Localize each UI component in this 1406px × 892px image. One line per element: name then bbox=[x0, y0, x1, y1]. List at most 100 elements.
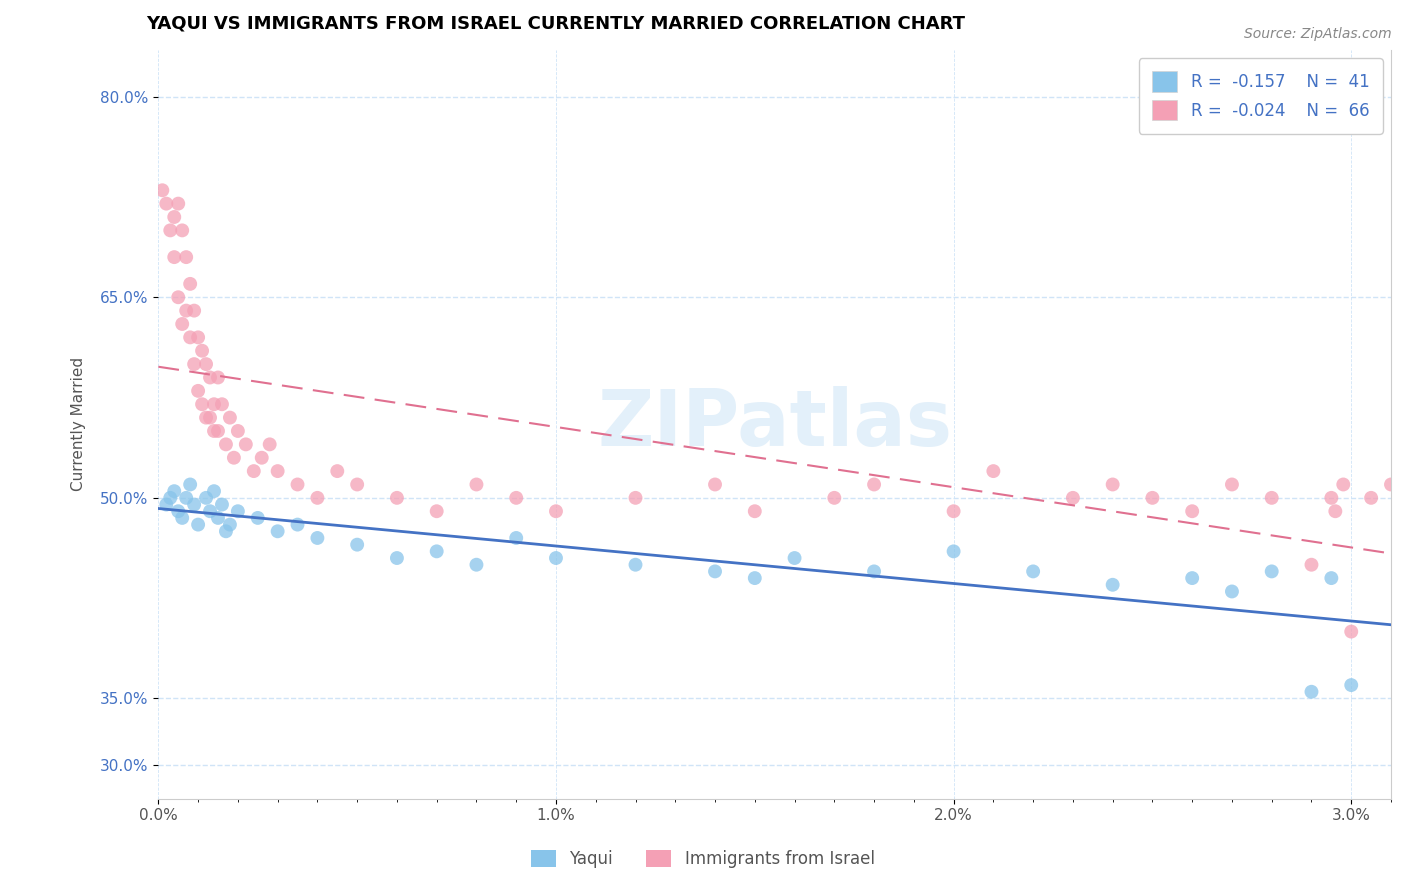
Point bbox=[1220, 584, 1243, 599]
Point bbox=[1320, 571, 1343, 585]
Point bbox=[1260, 565, 1282, 579]
Legend: R =  -0.157    N =  41, R =  -0.024    N =  66: R = -0.157 N = 41, R = -0.024 N = 66 bbox=[1139, 58, 1382, 134]
Point bbox=[172, 223, 194, 237]
Point bbox=[198, 410, 221, 425]
Point bbox=[250, 450, 273, 465]
Point bbox=[191, 397, 214, 411]
Point bbox=[207, 511, 229, 525]
Point bbox=[215, 437, 238, 451]
Point bbox=[198, 370, 221, 384]
Point bbox=[191, 343, 214, 358]
Point bbox=[163, 484, 186, 499]
Point bbox=[202, 484, 225, 499]
Point bbox=[155, 498, 177, 512]
Point bbox=[783, 551, 806, 566]
Point bbox=[346, 538, 368, 552]
Point bbox=[195, 491, 218, 505]
Point bbox=[1181, 571, 1204, 585]
Point bbox=[179, 477, 201, 491]
Point bbox=[259, 437, 281, 451]
Point bbox=[219, 517, 242, 532]
Point bbox=[704, 565, 727, 579]
Point bbox=[172, 511, 194, 525]
Point bbox=[385, 551, 408, 566]
Point bbox=[187, 330, 209, 344]
Point bbox=[823, 491, 845, 505]
Y-axis label: Currently Married: Currently Married bbox=[72, 357, 86, 491]
Point bbox=[1379, 477, 1402, 491]
Point bbox=[1340, 624, 1362, 639]
Text: YAQUI VS IMMIGRANTS FROM ISRAEL CURRENTLY MARRIED CORRELATION CHART: YAQUI VS IMMIGRANTS FROM ISRAEL CURRENTL… bbox=[146, 15, 965, 33]
Point bbox=[465, 477, 488, 491]
Point bbox=[1260, 491, 1282, 505]
Point bbox=[287, 477, 309, 491]
Text: ZIPatlas: ZIPatlas bbox=[598, 386, 952, 462]
Point bbox=[172, 317, 194, 331]
Point bbox=[385, 491, 408, 505]
Point bbox=[207, 370, 229, 384]
Point bbox=[246, 511, 269, 525]
Point bbox=[744, 571, 766, 585]
Point bbox=[215, 524, 238, 539]
Point bbox=[307, 531, 329, 545]
Point bbox=[624, 491, 647, 505]
Point bbox=[150, 183, 173, 197]
Point bbox=[1360, 491, 1382, 505]
Point bbox=[174, 250, 197, 264]
Point bbox=[211, 498, 233, 512]
Point bbox=[1181, 504, 1204, 518]
Point bbox=[266, 524, 288, 539]
Point bbox=[704, 477, 727, 491]
Point bbox=[163, 210, 186, 224]
Point bbox=[167, 290, 190, 304]
Point bbox=[183, 357, 205, 371]
Point bbox=[942, 504, 965, 518]
Point bbox=[226, 424, 249, 438]
Point bbox=[1324, 504, 1347, 518]
Point bbox=[211, 397, 233, 411]
Point bbox=[426, 504, 449, 518]
Point bbox=[187, 384, 209, 398]
Point bbox=[183, 303, 205, 318]
Point bbox=[465, 558, 488, 572]
Point bbox=[505, 531, 527, 545]
Point bbox=[159, 223, 181, 237]
Point bbox=[202, 424, 225, 438]
Point bbox=[1301, 558, 1323, 572]
Point bbox=[266, 464, 288, 478]
Text: Source: ZipAtlas.com: Source: ZipAtlas.com bbox=[1244, 27, 1392, 41]
Point bbox=[1220, 477, 1243, 491]
Point bbox=[1331, 477, 1354, 491]
Point bbox=[863, 477, 886, 491]
Point bbox=[167, 196, 190, 211]
Point bbox=[202, 397, 225, 411]
Point bbox=[195, 357, 218, 371]
Point bbox=[235, 437, 257, 451]
Point bbox=[222, 450, 245, 465]
Point bbox=[544, 504, 567, 518]
Point bbox=[155, 196, 177, 211]
Point bbox=[207, 424, 229, 438]
Point bbox=[863, 565, 886, 579]
Legend: Yaqui, Immigrants from Israel: Yaqui, Immigrants from Israel bbox=[524, 843, 882, 875]
Point bbox=[307, 491, 329, 505]
Point bbox=[187, 517, 209, 532]
Point bbox=[179, 277, 201, 291]
Point bbox=[1101, 578, 1123, 592]
Point bbox=[983, 464, 1005, 478]
Point bbox=[198, 504, 221, 518]
Point bbox=[183, 498, 205, 512]
Point bbox=[624, 558, 647, 572]
Point bbox=[174, 303, 197, 318]
Point bbox=[226, 504, 249, 518]
Point bbox=[179, 330, 201, 344]
Point bbox=[346, 477, 368, 491]
Point bbox=[287, 517, 309, 532]
Point bbox=[1142, 491, 1164, 505]
Point bbox=[1320, 491, 1343, 505]
Point bbox=[219, 410, 242, 425]
Point bbox=[942, 544, 965, 558]
Point bbox=[195, 410, 218, 425]
Point bbox=[163, 250, 186, 264]
Point bbox=[1022, 565, 1045, 579]
